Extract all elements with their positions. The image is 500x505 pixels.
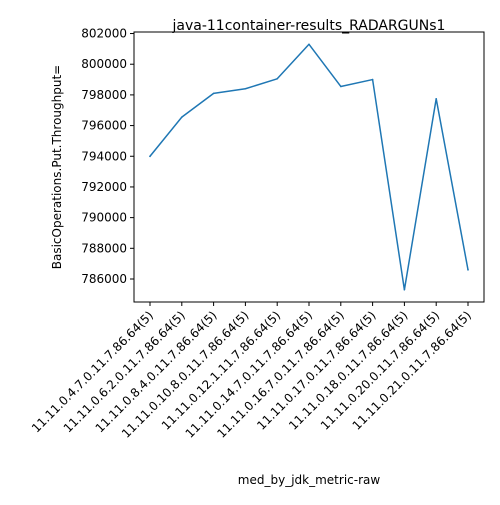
y-tick-label: 794000 bbox=[81, 149, 127, 163]
data-point bbox=[212, 92, 215, 95]
data-point bbox=[308, 43, 310, 46]
y-tick-label: 800000 bbox=[81, 57, 127, 71]
data-point bbox=[371, 78, 374, 81]
y-tick-label: 788000 bbox=[81, 241, 127, 255]
data-point bbox=[403, 288, 406, 291]
series-line bbox=[148, 43, 469, 291]
y-tick-label: 792000 bbox=[81, 180, 127, 194]
x-axis-label: med_by_jdk_metric-raw bbox=[238, 473, 381, 487]
y-tick-label: 802000 bbox=[81, 27, 127, 41]
y-tick-label: 790000 bbox=[81, 211, 127, 225]
data-point bbox=[435, 97, 437, 100]
plot-frame bbox=[133, 31, 485, 303]
data-point bbox=[244, 88, 247, 90]
y-tick-label: 796000 bbox=[81, 119, 127, 133]
x-axis: 11.11.0.4.7.0.11.7.86.64(5)11.11.0.6.2.0… bbox=[29, 302, 474, 441]
data-point bbox=[276, 78, 278, 80]
data-point bbox=[467, 269, 469, 271]
y-tick-label: 798000 bbox=[81, 88, 127, 102]
chart-title: java-11container-results_RADARGUNs1 bbox=[172, 18, 446, 34]
data-point bbox=[181, 116, 183, 118]
data-point bbox=[340, 85, 342, 88]
series-layer bbox=[148, 43, 469, 291]
y-axis: 786000 788000 790000 792000 794000 796000 7980… bbox=[81, 27, 134, 286]
y-axis-label: BasicOperations.Put.Throughput= bbox=[50, 65, 64, 269]
y-tick-label: 786000 bbox=[81, 272, 127, 286]
data-point bbox=[149, 155, 151, 158]
